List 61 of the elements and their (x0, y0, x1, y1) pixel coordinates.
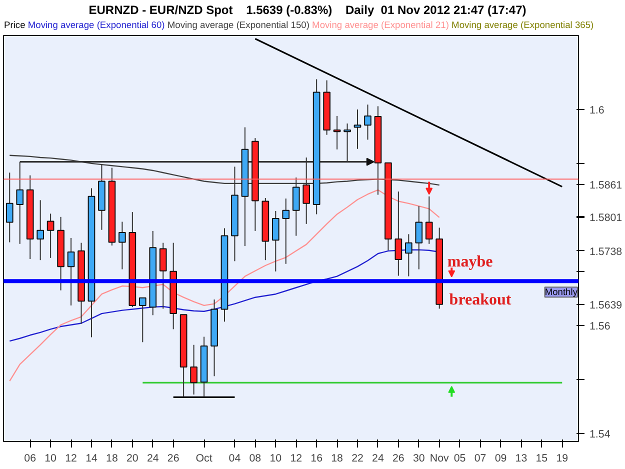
x-tick-label: 30 (412, 452, 425, 464)
candlestick (415, 206, 423, 270)
x-tick-label: 20 (126, 452, 138, 464)
candlestick (6, 172, 14, 243)
x-tick-label: 26 (167, 452, 180, 464)
x-tick-label: 12 (65, 452, 78, 464)
text: Moving average (Exponential 60) (28, 20, 165, 30)
x-tick-label: 18 (331, 452, 344, 464)
y-tick-label: 1.54 (590, 428, 610, 440)
x-tick-label: 08 (249, 452, 262, 464)
x-tick-label: 07 (474, 452, 486, 464)
x-tick-label: 13 (515, 452, 528, 464)
x-tick-label: 10 (270, 452, 282, 464)
x-tick-label: 19 (556, 452, 568, 464)
legend-label: Moving average (Exponential 365) (452, 20, 594, 30)
x-tick-label: 14 (86, 452, 98, 464)
x-tick-label: 04 (228, 452, 241, 464)
candlestick (46, 213, 54, 258)
y-tick-label: 1.5738 (590, 246, 622, 258)
candlestick (159, 242, 167, 310)
x-tick-label: 05 (454, 452, 466, 464)
y-tick-label: 1.5801 (590, 212, 622, 224)
chart-title: EURNZD - EUR/NZD Spot 1.5639 (-0.83%) Daily 01 Nov 2012 21:47 (17:47) (88, 3, 528, 17)
line-series (9, 189, 440, 382)
line-series (9, 154, 440, 186)
annotation: maybe (447, 254, 493, 271)
x-tick-label: 15 (536, 452, 548, 464)
annotation: breakout (449, 292, 512, 309)
candlestick (67, 237, 75, 306)
candlestick (272, 210, 280, 272)
legend-title: Price (4, 20, 26, 30)
candlestick (404, 234, 412, 277)
x-tick-label: 26 (392, 452, 404, 464)
candlestick (36, 200, 44, 261)
text: Moving average (Exponential 21) (312, 20, 449, 30)
x-tick-label: 12 (290, 452, 302, 464)
x-tick-label: Oct (196, 452, 212, 464)
candlestick (292, 176, 300, 236)
candlestick (190, 344, 198, 396)
x-tick-label: 24 (146, 452, 159, 464)
x-tick-label: 22 (352, 452, 364, 464)
y-tick-label: 1.5639 (590, 299, 622, 312)
candlestick (282, 198, 290, 264)
candlestick (118, 221, 126, 270)
candlestick (354, 108, 362, 150)
candlestick (333, 115, 341, 150)
text: Moving average (Exponential 150) (167, 20, 310, 30)
candlestick (394, 191, 402, 276)
y-tick-label: 1.56 (590, 320, 610, 332)
x-tick-label: 10 (44, 452, 57, 464)
candlestick (425, 196, 433, 244)
x-tick-label: 18 (106, 452, 118, 464)
x-tick-label: Nov (430, 452, 450, 464)
y-tick-label: 1.6 (590, 104, 604, 116)
x-tick-label: 09 (494, 452, 507, 464)
candlestick (138, 297, 146, 343)
x-tick-label: 16 (310, 452, 323, 464)
x-tick-label: 06 (24, 452, 36, 464)
y-tick-label: 1.5861 (590, 180, 622, 192)
x-tick-label: 24 (372, 452, 384, 464)
candlestick (364, 104, 372, 140)
